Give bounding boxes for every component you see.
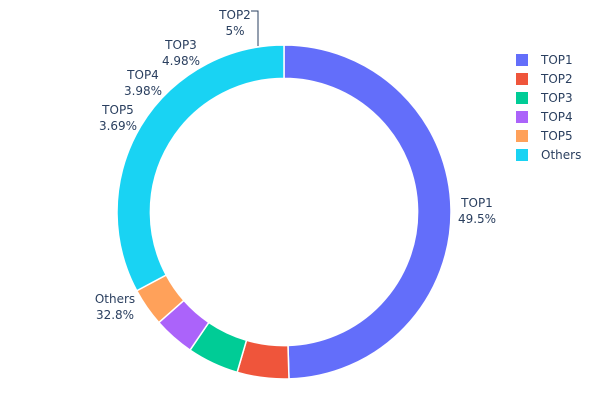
slice-label-top3: TOP3 4.98%: [162, 38, 200, 68]
legend-swatch: [516, 73, 528, 85]
slices: [116, 44, 452, 380]
slice-label-category: TOP3: [164, 38, 197, 52]
slice-label-top5: TOP5 3.69%: [99, 103, 137, 133]
legend-swatch: [516, 130, 528, 142]
legend-label: TOP5: [540, 129, 573, 143]
slice-label-value: 3.98%: [124, 84, 162, 98]
slice-label-top2: TOP2 5%: [218, 8, 251, 38]
legend-item-top5[interactable]: TOP5: [516, 129, 573, 143]
legend-label: TOP3: [540, 91, 573, 105]
slice-label-category: TOP1: [460, 196, 493, 210]
legend-label: Others: [541, 148, 581, 162]
legend-swatch: [516, 92, 528, 104]
legend-swatch: [516, 111, 528, 123]
legend: TOP1 TOP2 TOP3 TOP4 TOP5 Others: [516, 53, 581, 162]
slice-label-category: Others: [95, 292, 135, 306]
legend-label: TOP1: [540, 53, 573, 67]
legend-item-top1[interactable]: TOP1: [516, 53, 573, 67]
legend-swatch: [516, 54, 528, 66]
legend-label: TOP2: [540, 72, 573, 86]
label-connector-top2: [251, 10, 259, 46]
slice-others[interactable]: [116, 44, 285, 292]
legend-item-others[interactable]: Others: [516, 148, 581, 162]
legend-swatch: [516, 149, 528, 161]
legend-item-top3[interactable]: TOP3: [516, 91, 573, 105]
slice-label-value: 3.69%: [99, 119, 137, 133]
slice-label-others: Others 32.8%: [95, 292, 135, 322]
slice-label-top4: TOP4 3.98%: [124, 68, 162, 98]
slice-labels: TOP1 49.5% TOP2 5% TOP3 4.98%TOP4 3.98% TOP5 3.6…: [95, 8, 496, 322]
slice-label-value: 32.8%: [96, 308, 134, 322]
slice-label-category: TOP5: [101, 103, 134, 117]
legend-item-top4[interactable]: TOP4: [516, 110, 573, 124]
slice-top1[interactable]: [283, 44, 452, 380]
slice-label-category: TOP2: [218, 8, 251, 22]
legend-label: TOP4: [540, 110, 573, 124]
slice-label-value: 4.98%: [162, 54, 200, 68]
slice-label-top1: TOP1 49.5%: [458, 196, 496, 226]
slice-label-category: TOP4: [126, 68, 159, 82]
legend-item-top2[interactable]: TOP2: [516, 72, 573, 86]
slice-label-value: 5%: [225, 24, 244, 38]
slice-label-value: 49.5%: [458, 212, 496, 226]
